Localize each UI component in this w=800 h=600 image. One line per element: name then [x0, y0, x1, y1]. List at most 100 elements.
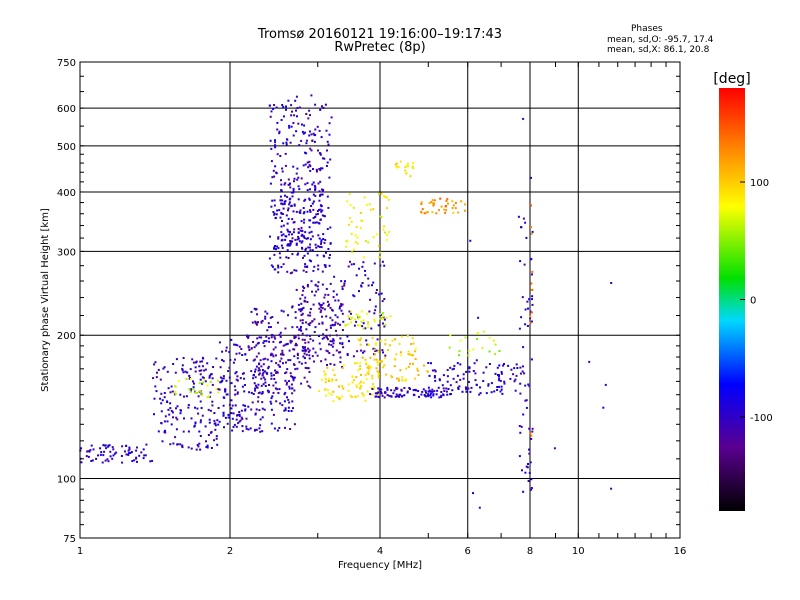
data-point [464, 209, 466, 212]
data-point [246, 335, 249, 338]
data-point [182, 371, 185, 374]
data-point [274, 381, 277, 384]
data-point [314, 188, 316, 191]
data-point [404, 379, 407, 382]
data-point [293, 355, 296, 358]
data-point [136, 446, 138, 449]
data-point [235, 352, 238, 355]
data-point [405, 367, 408, 370]
data-point [452, 377, 455, 380]
data-point [503, 363, 505, 365]
data-point [216, 419, 219, 422]
data-point [274, 165, 277, 168]
data-point [370, 327, 373, 330]
data-point [414, 377, 417, 380]
data-point [298, 188, 301, 191]
data-point [223, 426, 225, 429]
data-point [383, 364, 386, 367]
data-point [288, 126, 291, 129]
data-point [307, 341, 310, 344]
data-point [280, 183, 283, 186]
data-point [360, 219, 363, 222]
data-point [451, 368, 454, 371]
data-point [299, 209, 302, 212]
data-point [323, 157, 326, 160]
data-point [277, 247, 280, 250]
data-point [512, 373, 515, 376]
data-point [320, 136, 323, 139]
data-point [307, 350, 310, 353]
x-tick-label: 10 [572, 546, 585, 557]
data-point [398, 379, 400, 382]
data-point [377, 363, 379, 366]
data-point [257, 383, 260, 386]
data-point [417, 374, 420, 376]
data-point [367, 284, 370, 287]
data-point [236, 414, 239, 416]
data-point [312, 181, 315, 184]
data-point [188, 374, 191, 377]
data-point [373, 318, 376, 321]
data-point [274, 337, 277, 340]
data-point [242, 404, 245, 407]
data-point [164, 429, 166, 432]
data-point [272, 169, 275, 172]
data-point [420, 210, 423, 213]
data-point [230, 407, 233, 410]
data-point [318, 342, 321, 345]
data-point [208, 421, 211, 424]
data-point [339, 337, 342, 340]
data-point [311, 320, 314, 323]
data-point [302, 207, 305, 209]
data-point [241, 430, 244, 433]
data-point [465, 370, 468, 373]
data-point [394, 395, 397, 398]
data-point [195, 360, 198, 363]
data-point [281, 213, 284, 215]
data-point [314, 221, 317, 224]
data-point [379, 264, 382, 267]
data-point [273, 427, 276, 430]
data-point [313, 331, 316, 333]
data-point [530, 434, 533, 437]
data-point [378, 192, 380, 195]
data-point [381, 317, 384, 320]
data-point [377, 374, 380, 377]
y-tick-label: 75 [63, 534, 76, 545]
data-point [95, 457, 98, 460]
data-point [298, 328, 301, 331]
data-point [341, 366, 344, 368]
data-point [276, 245, 279, 248]
data-point [477, 316, 480, 319]
data-point [528, 452, 531, 455]
data-point [357, 338, 360, 341]
data-point [326, 228, 329, 230]
data-point [222, 404, 225, 407]
data-point [140, 451, 143, 454]
data-point [359, 368, 362, 370]
data-point [112, 448, 115, 451]
data-point [254, 428, 257, 431]
data-point [318, 322, 321, 325]
data-point [197, 395, 200, 398]
data-point [440, 391, 443, 393]
data-point [282, 224, 285, 227]
data-point [285, 418, 288, 421]
data-point [415, 389, 418, 392]
data-point [498, 377, 501, 380]
data-point [297, 185, 300, 188]
data-point [245, 359, 248, 361]
data-point [377, 349, 380, 352]
data-point [309, 130, 311, 133]
data-point [331, 340, 334, 343]
data-point [527, 480, 530, 482]
data-point [339, 305, 341, 308]
data-point [313, 360, 315, 363]
data-point [281, 199, 284, 202]
data-point [407, 353, 410, 356]
data-point [494, 372, 497, 375]
data-point [155, 390, 158, 393]
data-point [88, 450, 91, 453]
data-point [300, 314, 303, 316]
data-point [449, 384, 452, 387]
